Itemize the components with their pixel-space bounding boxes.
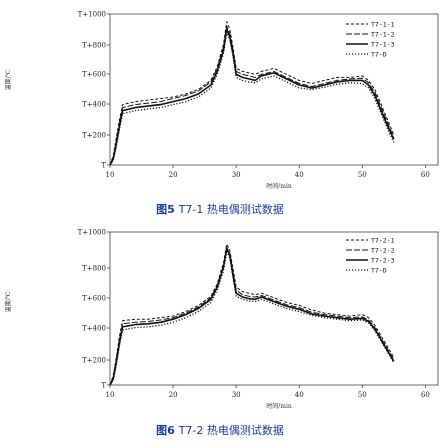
legend-label: T7-D	[371, 267, 387, 275]
x-tick-label: 20	[169, 171, 178, 179]
series-line-3	[109, 28, 395, 166]
caption-text: T7-1 热电偶测试数据	[178, 202, 284, 216]
y-tick-label: T+1000	[78, 11, 106, 19]
legend-label: T7-1-2	[371, 31, 395, 39]
y-tick-label: T+600	[82, 295, 106, 303]
series-line-2	[109, 25, 395, 166]
y-axis-label: 温度/℃	[4, 291, 12, 312]
y-axis-label: 温度/℃	[4, 69, 12, 90]
y-tick-label: T+200	[82, 357, 106, 365]
caption-figure-number: 图6	[156, 424, 178, 437]
y-tick-label: T	[101, 382, 106, 390]
y-tick-label: T+800	[82, 265, 106, 273]
x-tick-label: 60	[421, 171, 430, 179]
x-tick-label: 10	[106, 171, 115, 179]
legend-label: T7-2-3	[371, 257, 395, 265]
legend-label: T7-1-3	[371, 41, 395, 49]
y-tick-label: T+600	[82, 71, 106, 79]
legend-label: T7-2-2	[371, 247, 395, 255]
series-line-4	[109, 31, 395, 166]
chart-1: T+1000 T+800 T+600 T+400 T+200 T10 20 30 40 50 60 时…	[4, 11, 439, 216]
series-line-4	[109, 251, 395, 386]
y-tick-label: T+400	[82, 101, 106, 109]
y-tick-label: T	[101, 162, 106, 170]
legend-label: T7-2-1	[371, 237, 395, 245]
legend-label: T7-1-1	[371, 21, 395, 29]
x-tick-label: 30	[232, 171, 241, 179]
x-axis-label: 时间/min	[266, 182, 292, 190]
x-tick-label: 30	[232, 391, 241, 399]
figure-caption: 图5 T7-1 热电偶测试数据	[156, 202, 284, 216]
series-line-1	[109, 21, 395, 166]
y-tick-label: T+200	[82, 132, 106, 140]
series-line-3	[109, 248, 395, 386]
plot-frame	[109, 13, 439, 166]
y-tick-label: T+800	[82, 42, 106, 50]
x-tick-label: 50	[358, 391, 367, 399]
x-tick-label: 10	[106, 391, 115, 399]
plot-frame	[109, 231, 439, 386]
x-tick-label: 40	[295, 171, 304, 179]
x-tick-label: 50	[358, 171, 367, 179]
caption-text: T7-2 热电偶测试数据	[178, 423, 284, 437]
chart-2: T+1000 T+800 T+600 T+400 T+200 T10 20 30 40 50 60 时…	[4, 229, 439, 437]
x-tick-label: 40	[295, 391, 304, 399]
legend: T7-2-1 T7-2-2 T7-2-3 T7-D	[346, 237, 395, 275]
x-tick-label: 60	[421, 391, 430, 399]
y-tick-label: T+400	[82, 325, 106, 333]
y-tick-label: T+1000	[78, 229, 106, 237]
series-line-1	[109, 243, 395, 386]
series-line-2	[109, 246, 395, 386]
caption-figure-number: 图5	[156, 203, 178, 216]
legend-label: T7-D	[371, 51, 387, 59]
figure-caption: 图6 T7-2 热电偶测试数据	[156, 423, 284, 437]
x-axis-label: 时间/min	[266, 402, 292, 410]
legend: T7-1-1 T7-1-2 T7-1-3 T7-D	[346, 21, 395, 59]
x-tick-label: 20	[169, 391, 178, 399]
